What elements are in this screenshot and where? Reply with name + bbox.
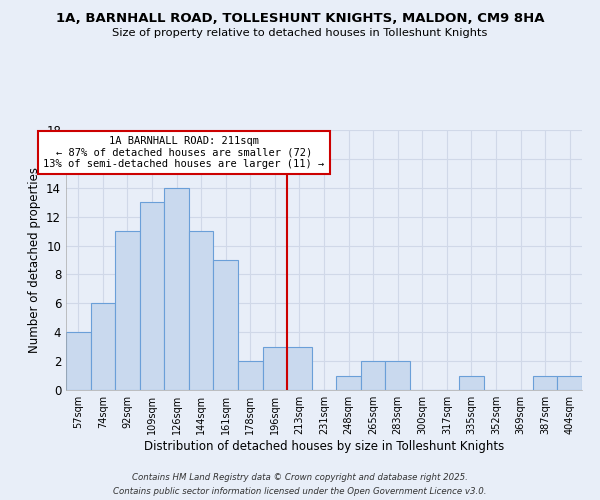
Bar <box>263 346 287 390</box>
Bar <box>214 260 238 390</box>
Text: Contains HM Land Registry data © Crown copyright and database right 2025.: Contains HM Land Registry data © Crown c… <box>132 473 468 482</box>
Bar <box>66 332 91 390</box>
Bar <box>91 304 115 390</box>
Bar <box>459 376 484 390</box>
Bar <box>385 361 410 390</box>
Y-axis label: Number of detached properties: Number of detached properties <box>28 167 41 353</box>
Bar <box>189 231 214 390</box>
Bar <box>533 376 557 390</box>
Bar <box>557 376 582 390</box>
X-axis label: Distribution of detached houses by size in Tolleshunt Knights: Distribution of detached houses by size … <box>144 440 504 453</box>
Text: Contains public sector information licensed under the Open Government Licence v3: Contains public sector information licen… <box>113 486 487 496</box>
Text: 1A BARNHALL ROAD: 211sqm
← 87% of detached houses are smaller (72)
13% of semi-d: 1A BARNHALL ROAD: 211sqm ← 87% of detach… <box>43 136 325 169</box>
Bar <box>336 376 361 390</box>
Text: Size of property relative to detached houses in Tolleshunt Knights: Size of property relative to detached ho… <box>112 28 488 38</box>
Bar <box>115 231 140 390</box>
Bar <box>361 361 385 390</box>
Bar <box>164 188 189 390</box>
Bar <box>287 346 312 390</box>
Bar <box>238 361 263 390</box>
Bar <box>140 202 164 390</box>
Text: 1A, BARNHALL ROAD, TOLLESHUNT KNIGHTS, MALDON, CM9 8HA: 1A, BARNHALL ROAD, TOLLESHUNT KNIGHTS, M… <box>56 12 544 26</box>
